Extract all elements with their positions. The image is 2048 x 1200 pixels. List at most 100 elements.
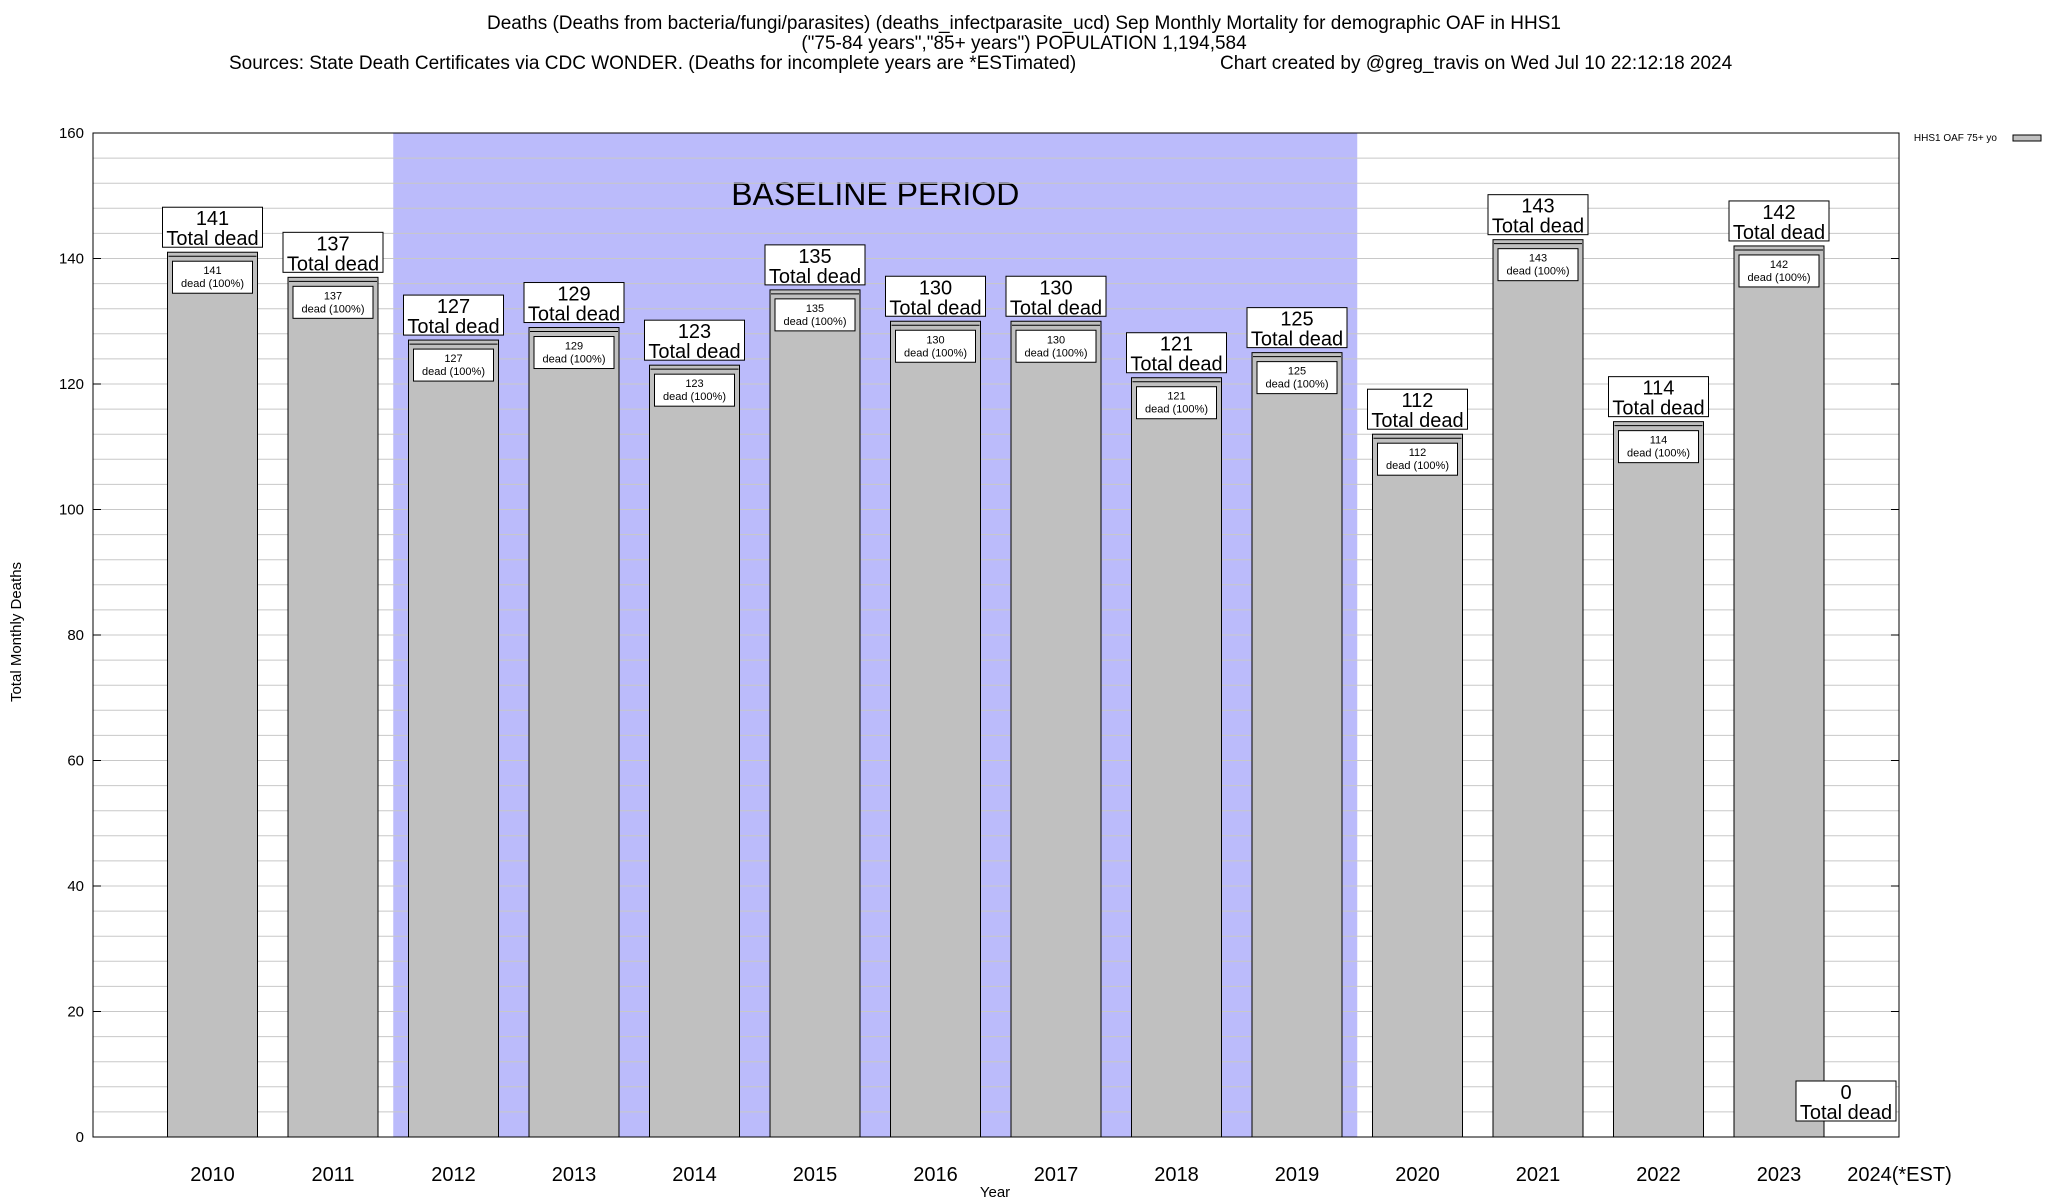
total-label-box (1246, 307, 1348, 349)
total-label-box (1126, 332, 1227, 374)
y-tick-label: 60 (67, 753, 84, 770)
bar-2022 (1613, 421, 1704, 1138)
x-tick-label: 2018 (1154, 1164, 1199, 1186)
inner-label-box (292, 285, 374, 319)
total-label-box (1795, 1080, 1897, 1122)
inner-label-box (895, 329, 976, 363)
inner-label-box (1738, 254, 1820, 288)
total-label-box (1005, 275, 1107, 317)
inner-label-text: dead (100%) (302, 303, 365, 315)
inner-label-text: dead (100%) (1266, 379, 1329, 391)
inner-label-box (533, 336, 615, 370)
x-tick-label: 2022 (1636, 1164, 1681, 1186)
total-label-value: 123 (678, 321, 711, 343)
total-label-box (1367, 388, 1468, 430)
inner-label-text: dead (100%) (784, 316, 847, 328)
x-tick-label: 2011 (311, 1164, 354, 1186)
legend-swatch (2012, 134, 2042, 142)
inner-label-text: dead (100%) (1386, 460, 1449, 472)
y-axis-label: Total Monthly Deaths (8, 562, 25, 702)
total-label-text: Total dead (528, 304, 620, 326)
inner-label-value: 127 (444, 353, 462, 365)
total-label-box (1487, 194, 1589, 236)
inner-label-value: 114 (1650, 435, 1668, 447)
y-tick-label: 80 (67, 627, 84, 644)
bar-2011 (287, 276, 379, 1138)
inner-label-value: 123 (685, 378, 703, 390)
y-tick-label: 140 (59, 251, 84, 268)
legend: HHS1 OAF 75+ yo (1914, 133, 2042, 144)
total-label-box (885, 275, 986, 317)
inner-label-box (1377, 442, 1458, 476)
inner-label-text: dead (100%) (543, 354, 606, 366)
inner-label-text: dead (100%) (904, 347, 967, 359)
total-label-box (523, 282, 625, 324)
total-label-value: 125 (1280, 309, 1313, 331)
bar-2020 (1372, 433, 1463, 1138)
total-label-text: Total dead (1733, 222, 1825, 244)
bar-2018 (1131, 377, 1222, 1138)
x-tick-label: 2010 (190, 1164, 235, 1186)
x-axis-label: Year (980, 1184, 1010, 1200)
total-label-text: Total dead (407, 316, 499, 338)
inner-label-text: dead (100%) (1627, 448, 1690, 460)
total-label-box (1728, 200, 1830, 242)
total-label-text: Total dead (648, 341, 740, 363)
inner-label-value: 143 (1529, 253, 1547, 265)
sources-text: Sources: State Death Certificates via CD… (229, 53, 1077, 74)
inner-label-text: dead (100%) (1748, 272, 1811, 284)
total-label-box (1608, 376, 1709, 418)
x-tick-label: 2020 (1395, 1164, 1440, 1186)
total-label-box (403, 294, 504, 336)
total-label-value: 130 (919, 277, 952, 299)
bar-2017 (1010, 320, 1102, 1138)
inner-label-box (774, 298, 856, 332)
total-label-text: Total dead (1612, 398, 1704, 420)
bar-2010 (167, 251, 258, 1138)
total-label-value: 135 (798, 246, 831, 268)
total-label-value: 121 (1160, 334, 1193, 356)
inner-label-text: dead (100%) (663, 391, 726, 403)
total-label-value: 129 (557, 284, 590, 306)
title-sources-row: Sources: State Death Certificates via CD… (0, 54, 2048, 74)
inner-label-value: 142 (1770, 259, 1788, 271)
credit-text: Chart created by @greg_travis on Wed Jul… (1220, 53, 1733, 74)
total-label-text: Total dead (1251, 329, 1343, 351)
bar-2021 (1492, 239, 1584, 1138)
y-tick-label: 120 (59, 376, 84, 393)
x-tick-label: 2024(*EST) (1847, 1164, 1952, 1186)
inner-label-text: dead (100%) (1145, 404, 1208, 416)
inner-label-box (1136, 386, 1217, 420)
baseline-band-label: BASELINE PERIOD (731, 176, 1019, 212)
x-tick-label: 2019 (1275, 1164, 1320, 1186)
total-label-text: Total dead (1010, 297, 1102, 319)
x-tick-label: 2016 (913, 1164, 958, 1186)
total-label-text: Total dead (1800, 1102, 1892, 1124)
inner-label-value: 137 (324, 290, 342, 302)
bar-2013 (528, 327, 620, 1138)
axis-layer: 0 20 40 60 80 100 120 140 160 (59, 125, 1900, 1146)
inner-label-value: 135 (806, 303, 824, 315)
bar-2019 (1251, 352, 1343, 1138)
total-label-box (644, 319, 745, 361)
total-label-text: Total dead (769, 266, 861, 288)
total-label-text: Total dead (1371, 410, 1463, 432)
total-label-value: 137 (316, 233, 349, 255)
total-label-text: Total dead (1130, 354, 1222, 376)
y-tick-label: 0 (76, 1129, 84, 1146)
chart-title: Deaths (Deaths from bacteria/fungi/paras… (0, 14, 2048, 74)
inner-label-text: dead (100%) (1025, 347, 1088, 359)
total-label-value: 127 (437, 296, 470, 318)
total-label-box (764, 244, 866, 286)
x-tick-label: 2015 (793, 1164, 838, 1186)
total-label-value: 112 (1402, 390, 1434, 412)
total-label-value: 130 (1039, 277, 1072, 299)
inner-label-value: 121 (1167, 391, 1185, 403)
total-label-value: 0 (1840, 1082, 1851, 1104)
total-label-value: 114 (1643, 378, 1675, 400)
legend-series-label: HHS1 OAF 75+ yo (1914, 133, 1998, 144)
inner-label-value: 125 (1288, 366, 1306, 378)
inner-label-value: 130 (926, 334, 944, 346)
